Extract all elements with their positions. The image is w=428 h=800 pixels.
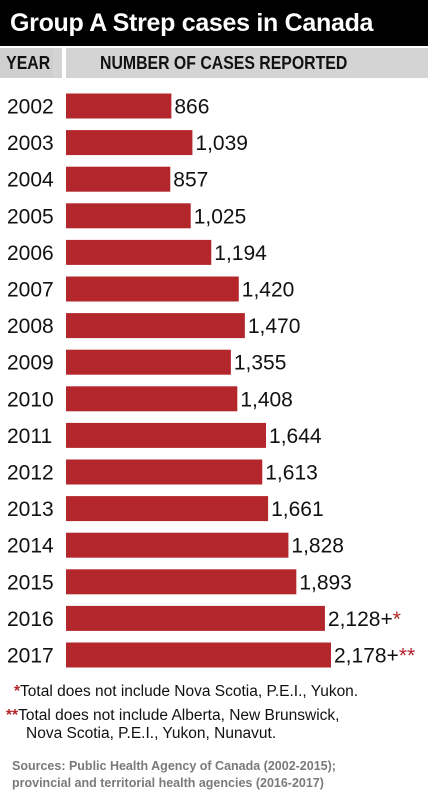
chart-title: Group A Strep cases in Canada (0, 0, 428, 46)
value-label-2006: 1,194 (214, 242, 267, 265)
year-label-2005: 2005 (7, 205, 54, 228)
bar-2015 (66, 569, 297, 595)
footnote-1: *Total does not include Nova Scotia, P.E… (0, 683, 428, 701)
value-label-2016: 2,128+* (328, 608, 401, 631)
year-label-2004: 2004 (7, 169, 54, 192)
footnote-2-text-continued: Nova Scotia, P.E.I., Yukon, Nunavut. (26, 725, 277, 742)
sources-line-2: provincial and territorial health agenci… (12, 776, 324, 790)
value-label-2008: 1,470 (248, 315, 301, 338)
year-label-2002: 2002 (7, 96, 54, 119)
bar-2017 (66, 642, 331, 668)
year-label-2006: 2006 (7, 242, 54, 265)
value-marker-2017: ** (399, 645, 415, 668)
bar-2009 (66, 349, 231, 375)
year-label-2014: 2014 (7, 535, 54, 558)
bar-2006 (66, 239, 212, 265)
cases-column-header: NUMBER OF CASES REPORTED (100, 53, 348, 73)
value-label-2007: 1,420 (242, 279, 295, 302)
footnote-2-text: Total does not include Alberta, New Brun… (18, 707, 340, 724)
value-label-2009: 1,355 (234, 352, 287, 375)
value-marker-2016: * (393, 608, 401, 631)
year-label-2011: 2011 (7, 425, 52, 448)
sources-line-1: Sources: Public Health Agency of Canada … (12, 759, 336, 773)
header-divider (62, 48, 66, 78)
year-label-2013: 2013 (7, 498, 54, 521)
year-label-2007: 2007 (7, 279, 54, 302)
bar-2002 (66, 93, 172, 119)
bar-2012 (66, 459, 263, 485)
year-column-header: YEAR (0, 48, 53, 78)
bar-2004 (66, 166, 171, 192)
column-header-row: YEAR NUMBER OF CASES REPORTED (0, 48, 428, 78)
value-label-2017: 2,178+** (334, 645, 415, 668)
bar-chart: 2002 866 2003 1,039 2004 857 2005 1,025 2006 1,19… (7, 93, 415, 668)
footnote-2: **Total does not include Alberta, New Br… (0, 707, 428, 743)
year-label-2010: 2010 (7, 388, 54, 411)
value-label-2011: 1,644 (269, 425, 322, 448)
year-label-2016: 2016 (7, 608, 54, 631)
year-label-2017: 2017 (7, 645, 54, 668)
bar-2010 (66, 386, 238, 412)
footnote-1-text: Total does not include Nova Scotia, P.E.… (20, 683, 359, 700)
bar-2003 (66, 130, 193, 156)
bar-2013 (66, 496, 269, 522)
bar-2011 (66, 422, 267, 448)
year-label-2012: 2012 (7, 462, 54, 485)
value-label-2013: 1,661 (271, 498, 324, 521)
year-label-2009: 2009 (7, 352, 54, 375)
value-label-2005: 1,025 (194, 205, 247, 228)
bar-2005 (66, 203, 191, 229)
bar-2007 (66, 276, 239, 302)
sources-note: Sources: Public Health Agency of Canada … (12, 758, 422, 792)
value-label-2012: 1,613 (265, 462, 318, 485)
bar-2008 (66, 313, 245, 339)
value-label-2015: 1,893 (299, 571, 352, 594)
value-label-2014: 1,828 (291, 535, 344, 558)
year-label-2003: 2003 (7, 132, 54, 155)
value-label-2004: 857 (173, 169, 208, 192)
footnote-1-marker: * (14, 683, 21, 700)
bar-2014 (66, 532, 289, 558)
value-label-2010: 1,408 (240, 388, 293, 411)
value-label-2002: 866 (174, 96, 209, 119)
year-label-2008: 2008 (7, 315, 54, 338)
bar-2016 (66, 605, 325, 631)
value-label-2003: 1,039 (195, 132, 248, 155)
footnote-2-marker: ** (6, 707, 19, 724)
year-label-2015: 2015 (7, 571, 54, 594)
